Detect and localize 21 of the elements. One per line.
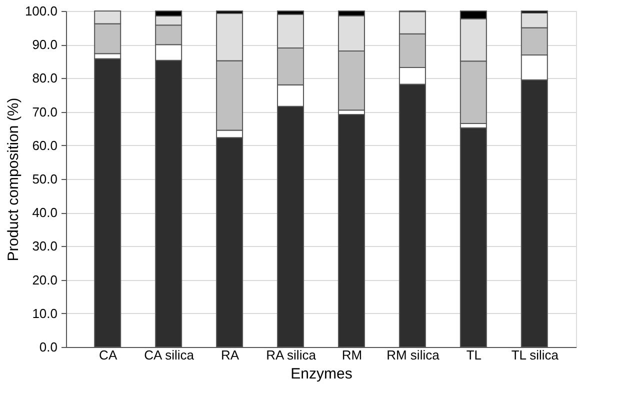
y-tick-label: 80.0: [32, 70, 58, 86]
x-tick-label: TL silica: [511, 348, 560, 362]
x-tick-label: CA: [99, 348, 118, 362]
y-axis-title: Product composition (%): [4, 98, 22, 262]
x-tick-label: RA: [221, 348, 240, 362]
x-tick-label: CA silica: [144, 348, 195, 362]
x-tick-label: TL: [466, 348, 482, 362]
y-tick-label: 30.0: [32, 238, 58, 254]
y-tick-label: 70.0: [32, 104, 58, 120]
y-tick-label: 0.0: [39, 340, 58, 354]
x-tick-label: RA silica: [266, 348, 317, 362]
y-tick-label: 60.0: [32, 138, 58, 153]
y-tick-label: 40.0: [32, 205, 58, 220]
x-tick-label: RM: [342, 348, 362, 362]
y-tick-label: 100.0: [24, 4, 58, 18]
x-axis-title: Enzymes: [290, 366, 352, 382]
y-tick-label: 10.0: [32, 306, 58, 321]
x-tick-label: RM silica: [386, 348, 440, 362]
y-tick-label: 20.0: [32, 272, 58, 288]
y-tick-label: 90.0: [32, 37, 58, 52]
y-tick-label: 50.0: [32, 172, 58, 186]
